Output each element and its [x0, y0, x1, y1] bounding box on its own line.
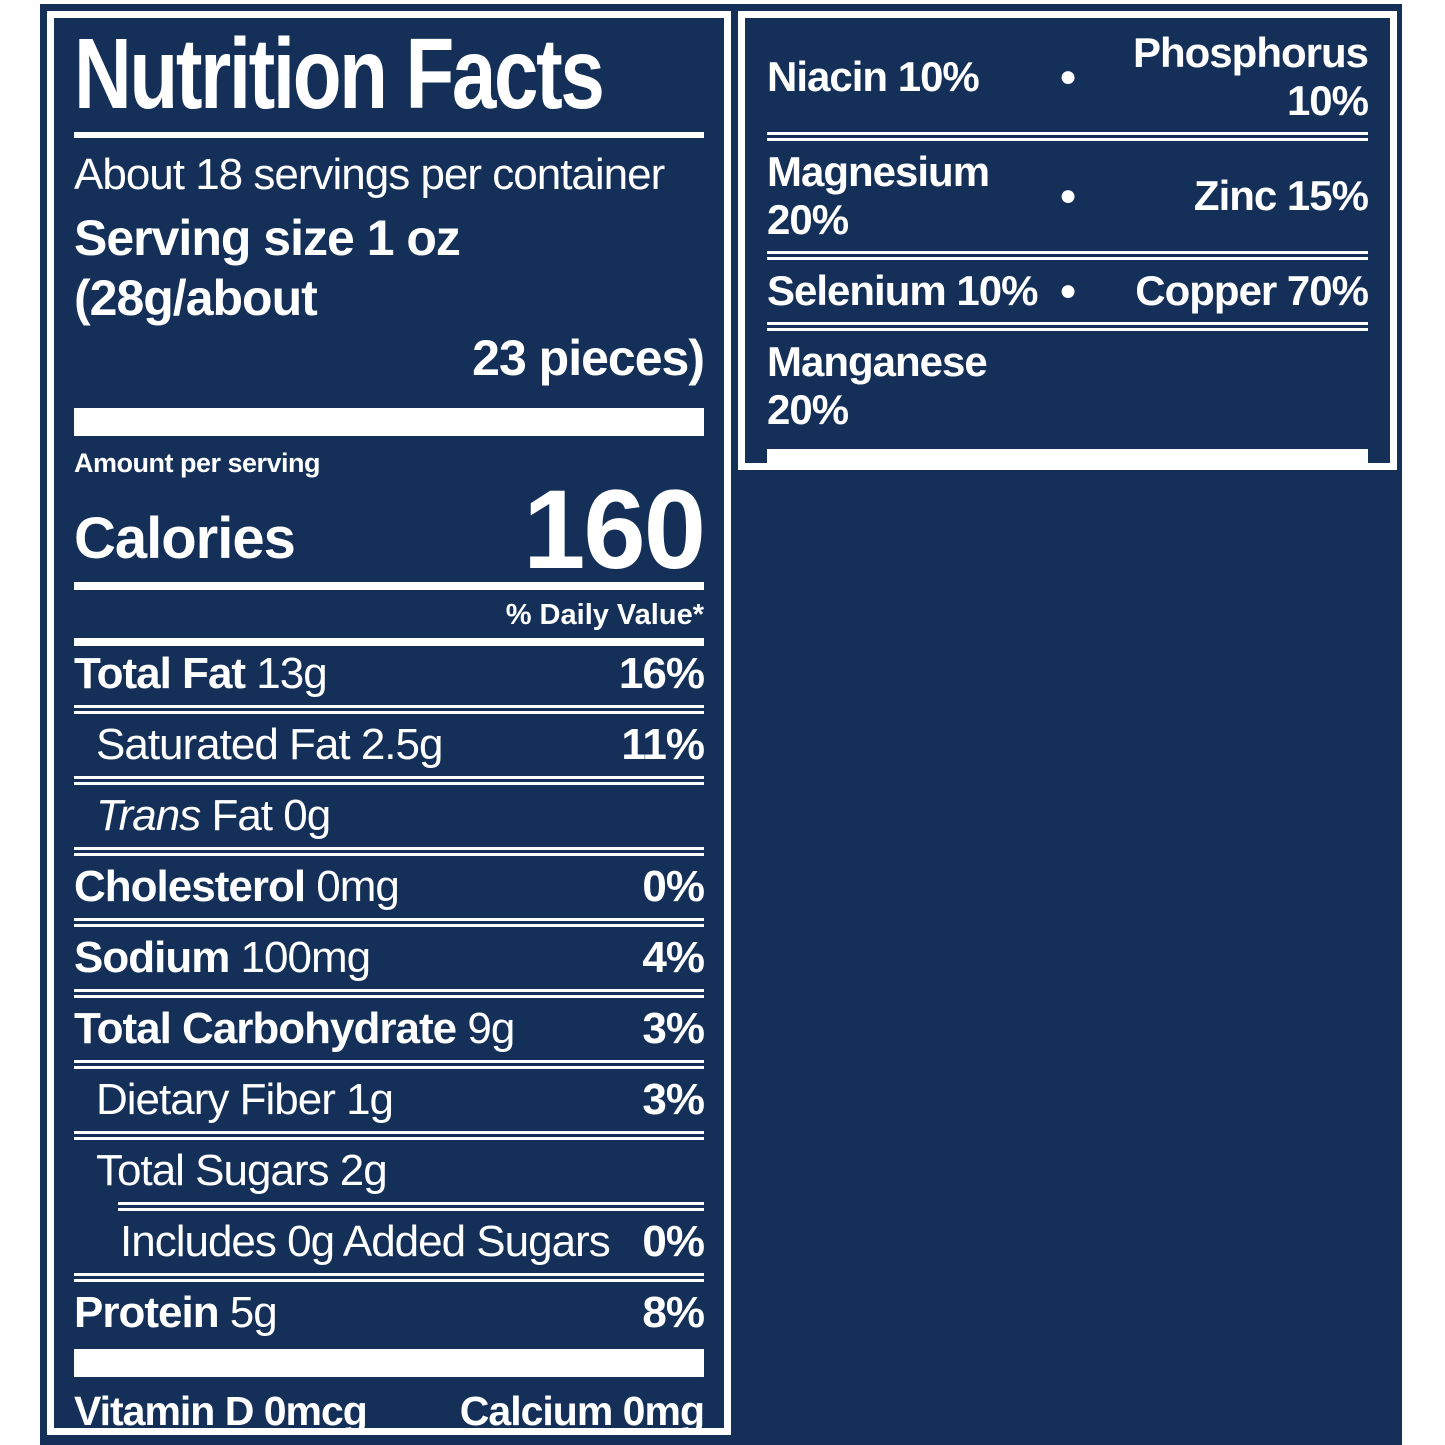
nutrient-name-italic: Trans	[96, 791, 201, 840]
vitamin-left: Selenium 10%	[767, 267, 1038, 314]
micronutrient-left: Vitamin D 0mcg 0%	[74, 1388, 368, 1434]
calories-value: 160	[523, 467, 706, 592]
nutrient-daily-value: 8%	[642, 1288, 705, 1337]
nutrient-daily-value: 11%	[621, 720, 705, 769]
nutrient-row: Total Fat 13g 16%	[74, 648, 705, 700]
nutrient-name: Dietary Fiber 1g	[96, 1075, 394, 1124]
nutrient-name: Includes 0g Added Sugars	[120, 1217, 611, 1266]
nutrient-name-bold: Sodium	[74, 933, 230, 982]
nutrient-daily-value: 0%	[642, 862, 705, 911]
vitamin-mineral-row: Magnesium 20% ● Zinc 15%	[767, 145, 1369, 247]
daily-value-header: % Daily Value*	[505, 599, 704, 631]
vitamin-right: Zinc 15%	[1193, 172, 1369, 219]
bullet-icon: ●	[372, 1422, 405, 1429]
section-rule	[74, 582, 704, 590]
bullet-icon: ●	[1058, 274, 1077, 307]
amount-per-serving-label: Amount per serving	[74, 448, 321, 478]
micronutrient-rows: Vitamin D 0mcg 0%●Calcium 0mg 0%Iron 1.9…	[74, 1385, 705, 1434]
nutrient-divider-indented	[118, 1202, 704, 1211]
nutrient-row: Protein 5g 8%	[74, 1287, 705, 1339]
vitamin-right: Phosphorus 10%	[1132, 29, 1369, 124]
calories-label: Calories	[74, 506, 296, 571]
calories-row: Calories 160	[74, 467, 706, 592]
vitamins-minerals-panel: Niacin 10% ● Phosphorus 10% Magnesium 20% ● Z…	[738, 11, 1397, 470]
nutrient-name: Protein 5g	[74, 1288, 278, 1337]
nutrient-divider	[74, 1131, 704, 1140]
thick-separator-bar	[767, 449, 1368, 463]
vitamin-mineral-row: Selenium 10% ● Copper 70%	[767, 264, 1369, 318]
vitamin-left: Magnesium 20%	[767, 148, 990, 243]
vitamin-mineral-row: Niacin 10% ● Phosphorus 10%	[767, 26, 1369, 128]
serving-size-line1: Serving size 1 oz (28g/about	[74, 210, 461, 326]
nutrient-name: Total Sugars 2g	[96, 1146, 388, 1195]
thick-separator-bar	[74, 1349, 704, 1377]
nutrient-daily-value: 4%	[642, 933, 705, 982]
nutrient-name: Sodium 100mg	[74, 933, 371, 982]
nutrient-row: Sodium 100mg 4%	[74, 932, 705, 984]
nutrient-name-bold: Cholesterol	[74, 862, 306, 911]
vitamin-left: Niacin 10%	[767, 53, 980, 100]
nutrient-daily-value: 3%	[642, 1004, 705, 1053]
nutrient-row: Saturated Fat 2.5g 11%	[74, 719, 705, 771]
main-facts-panel: Nutrition Facts About 18 servings per co…	[47, 11, 731, 1435]
nutrition-facts-title: Nutrition Facts	[74, 18, 605, 130]
vitamin-mineral-row: Manganese 20%	[767, 335, 1368, 437]
nutrient-daily-value: 0%	[642, 1217, 705, 1266]
nutrient-row: Trans Fat 0g	[74, 790, 704, 842]
nutrient-row: Dietary Fiber 1g 3%	[74, 1074, 705, 1126]
nutrient-name-bold: Total Carbohydrate	[74, 1004, 457, 1053]
title-underline-rule	[74, 132, 704, 138]
nutrient-row: Total Carbohydrate 9g 3%	[74, 1003, 705, 1055]
vitamin-divider	[767, 251, 1368, 260]
nutrient-daily-value: 3%	[642, 1075, 705, 1124]
nutrient-row: Total Sugars 2g	[74, 1145, 704, 1197]
nutrient-name: Total Fat 13g	[74, 649, 328, 698]
nutrient-row: Includes 0g Added Sugars 0%	[74, 1216, 705, 1268]
nutrient-divider	[74, 918, 704, 927]
nutrient-divider	[74, 705, 704, 714]
nutrient-name: Trans Fat 0g	[96, 791, 331, 840]
vitamin-divider	[767, 132, 1368, 141]
nutrient-divider	[74, 847, 704, 856]
serving-size-line2: 23 pieces)	[472, 330, 705, 386]
nutrient-daily-value: 16%	[618, 649, 705, 698]
thick-separator-bar	[74, 408, 704, 436]
nutrient-divider	[74, 1060, 704, 1069]
nutrient-divider	[74, 989, 704, 998]
nutrient-divider	[74, 776, 704, 785]
bullet-icon: ●	[1058, 60, 1077, 93]
nutrient-row: Cholesterol 0mg 0%	[74, 861, 705, 913]
nutrition-label: Nutrition Facts About 18 servings per co…	[40, 4, 1402, 1445]
nutrient-rows: Total Fat 13g 16% Saturated Fat 2.5g 11% Tra…	[74, 648, 705, 1339]
section-rule	[74, 638, 704, 646]
micronutrient-row: Vitamin D 0mcg 0% ● Calcium 0mg 0%	[74, 1385, 705, 1434]
servings-per-container: About 18 servings per container	[74, 150, 665, 199]
vitamin-divider	[767, 322, 1368, 331]
nutrient-name: Saturated Fat 2.5g	[96, 720, 443, 769]
vitamin-right: Copper 70%	[1135, 267, 1369, 314]
nutrient-name-bold: Total Fat	[74, 649, 246, 698]
nutrient-divider	[74, 1273, 704, 1282]
bullet-icon: ●	[1058, 179, 1077, 212]
vitamin-mineral-rows: Niacin 10% ● Phosphorus 10% Magnesium 20% ● Z…	[767, 26, 1369, 437]
micronutrient-right: Calcium 0mg 0%	[459, 1388, 705, 1434]
nutrient-name: Total Carbohydrate 9g	[74, 1004, 515, 1053]
vitamin-left: Manganese 20%	[767, 338, 988, 433]
nutrient-name-bold: Protein	[74, 1288, 220, 1337]
nutrient-name: Cholesterol 0mg	[74, 862, 400, 911]
